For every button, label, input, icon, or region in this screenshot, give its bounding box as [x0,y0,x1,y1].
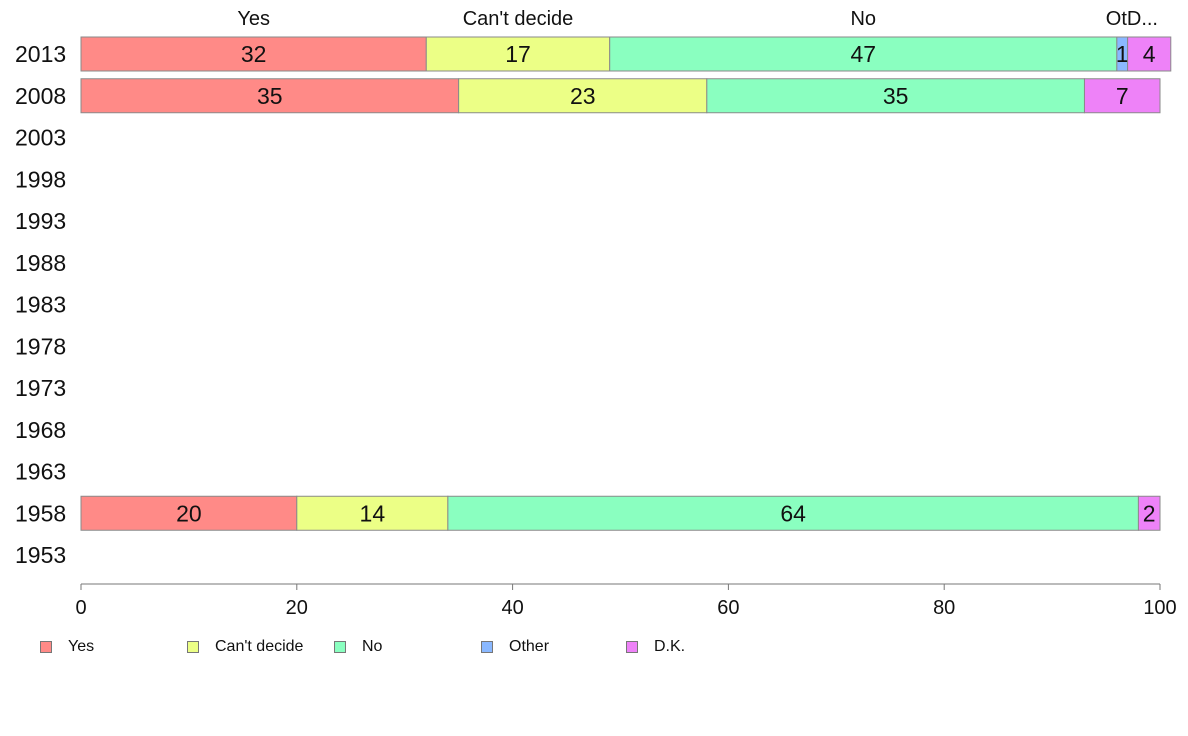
legend-label: Yes [68,638,95,655]
data-label: 7 [1116,83,1129,109]
legend-label: Can't decide [215,638,304,655]
y-tick-label: 2003 [15,125,66,151]
legend-swatch [481,641,493,653]
series-top-label: OtD... [1106,8,1158,30]
y-tick-label: 1998 [15,166,66,192]
data-label: 47 [850,41,876,67]
legend-swatch [626,641,638,653]
y-tick-label: 1988 [15,250,66,276]
bar-segment [458,78,708,114]
x-tick-label: 0 [75,597,86,619]
x-tick-label: 80 [933,597,955,619]
bar-segment [425,36,611,72]
data-label: 14 [360,500,386,526]
bar-segment [80,495,298,531]
legend-item: No [334,638,382,656]
bar-segment [609,36,1118,72]
legend-swatch [334,641,346,653]
legend-swatch [187,641,199,653]
data-label: 20 [176,500,202,526]
data-label: 32 [241,41,267,67]
y-tick-label: 1993 [15,208,66,234]
legend-item: Other [481,638,549,656]
series-top-label: Yes [237,8,270,30]
data-label: 4 [1143,41,1156,67]
series-top-label: No [850,8,876,30]
bar-segment [1083,78,1161,114]
data-label: 17 [505,41,531,67]
y-tick-label: 1978 [15,333,66,359]
x-tick-label: 20 [286,597,308,619]
y-tick-label: 1963 [15,459,66,485]
bar-segment [1137,495,1161,531]
data-label: 35 [883,83,909,109]
data-label: 23 [570,83,596,109]
y-tick-label: 1968 [15,417,66,443]
bar-segment [1127,36,1172,72]
data-label: 2 [1143,500,1156,526]
legend-label: No [362,638,383,655]
y-tick-label: 1953 [15,542,66,568]
legend-item: Can't decide [187,638,303,656]
bar-segment [447,495,1139,531]
data-label: 64 [780,500,806,526]
bar-segment [296,495,449,531]
series-top-label: Can't decide [463,8,574,30]
y-tick-label: 2008 [15,83,66,109]
stacked-bar-chart: 2013 2008 2003 1998 1993 1988 1983 1978 1973 1968… [15,8,1177,619]
legend-label: D.K. [654,638,686,655]
bar-segment [80,36,427,72]
legend-swatch [40,641,52,653]
legend-item: Yes [40,638,94,656]
legend-item: D.K. [626,638,685,656]
x-tick-label: 60 [717,597,739,619]
y-tick-label: 1973 [15,375,66,401]
y-tick-label: 1958 [15,500,66,526]
y-tick-label: 2013 [15,41,66,67]
data-label: 35 [257,83,283,109]
legend: Yes Can't decide No Other D.K. [40,638,800,658]
bar-segment [706,78,1085,114]
bar-segment [80,78,460,114]
y-tick-label: 1983 [15,292,66,318]
x-tick-label: 100 [1143,597,1176,619]
legend-label: Other [509,638,550,655]
data-label: 1 [1116,41,1129,67]
x-tick-label: 40 [501,597,523,619]
